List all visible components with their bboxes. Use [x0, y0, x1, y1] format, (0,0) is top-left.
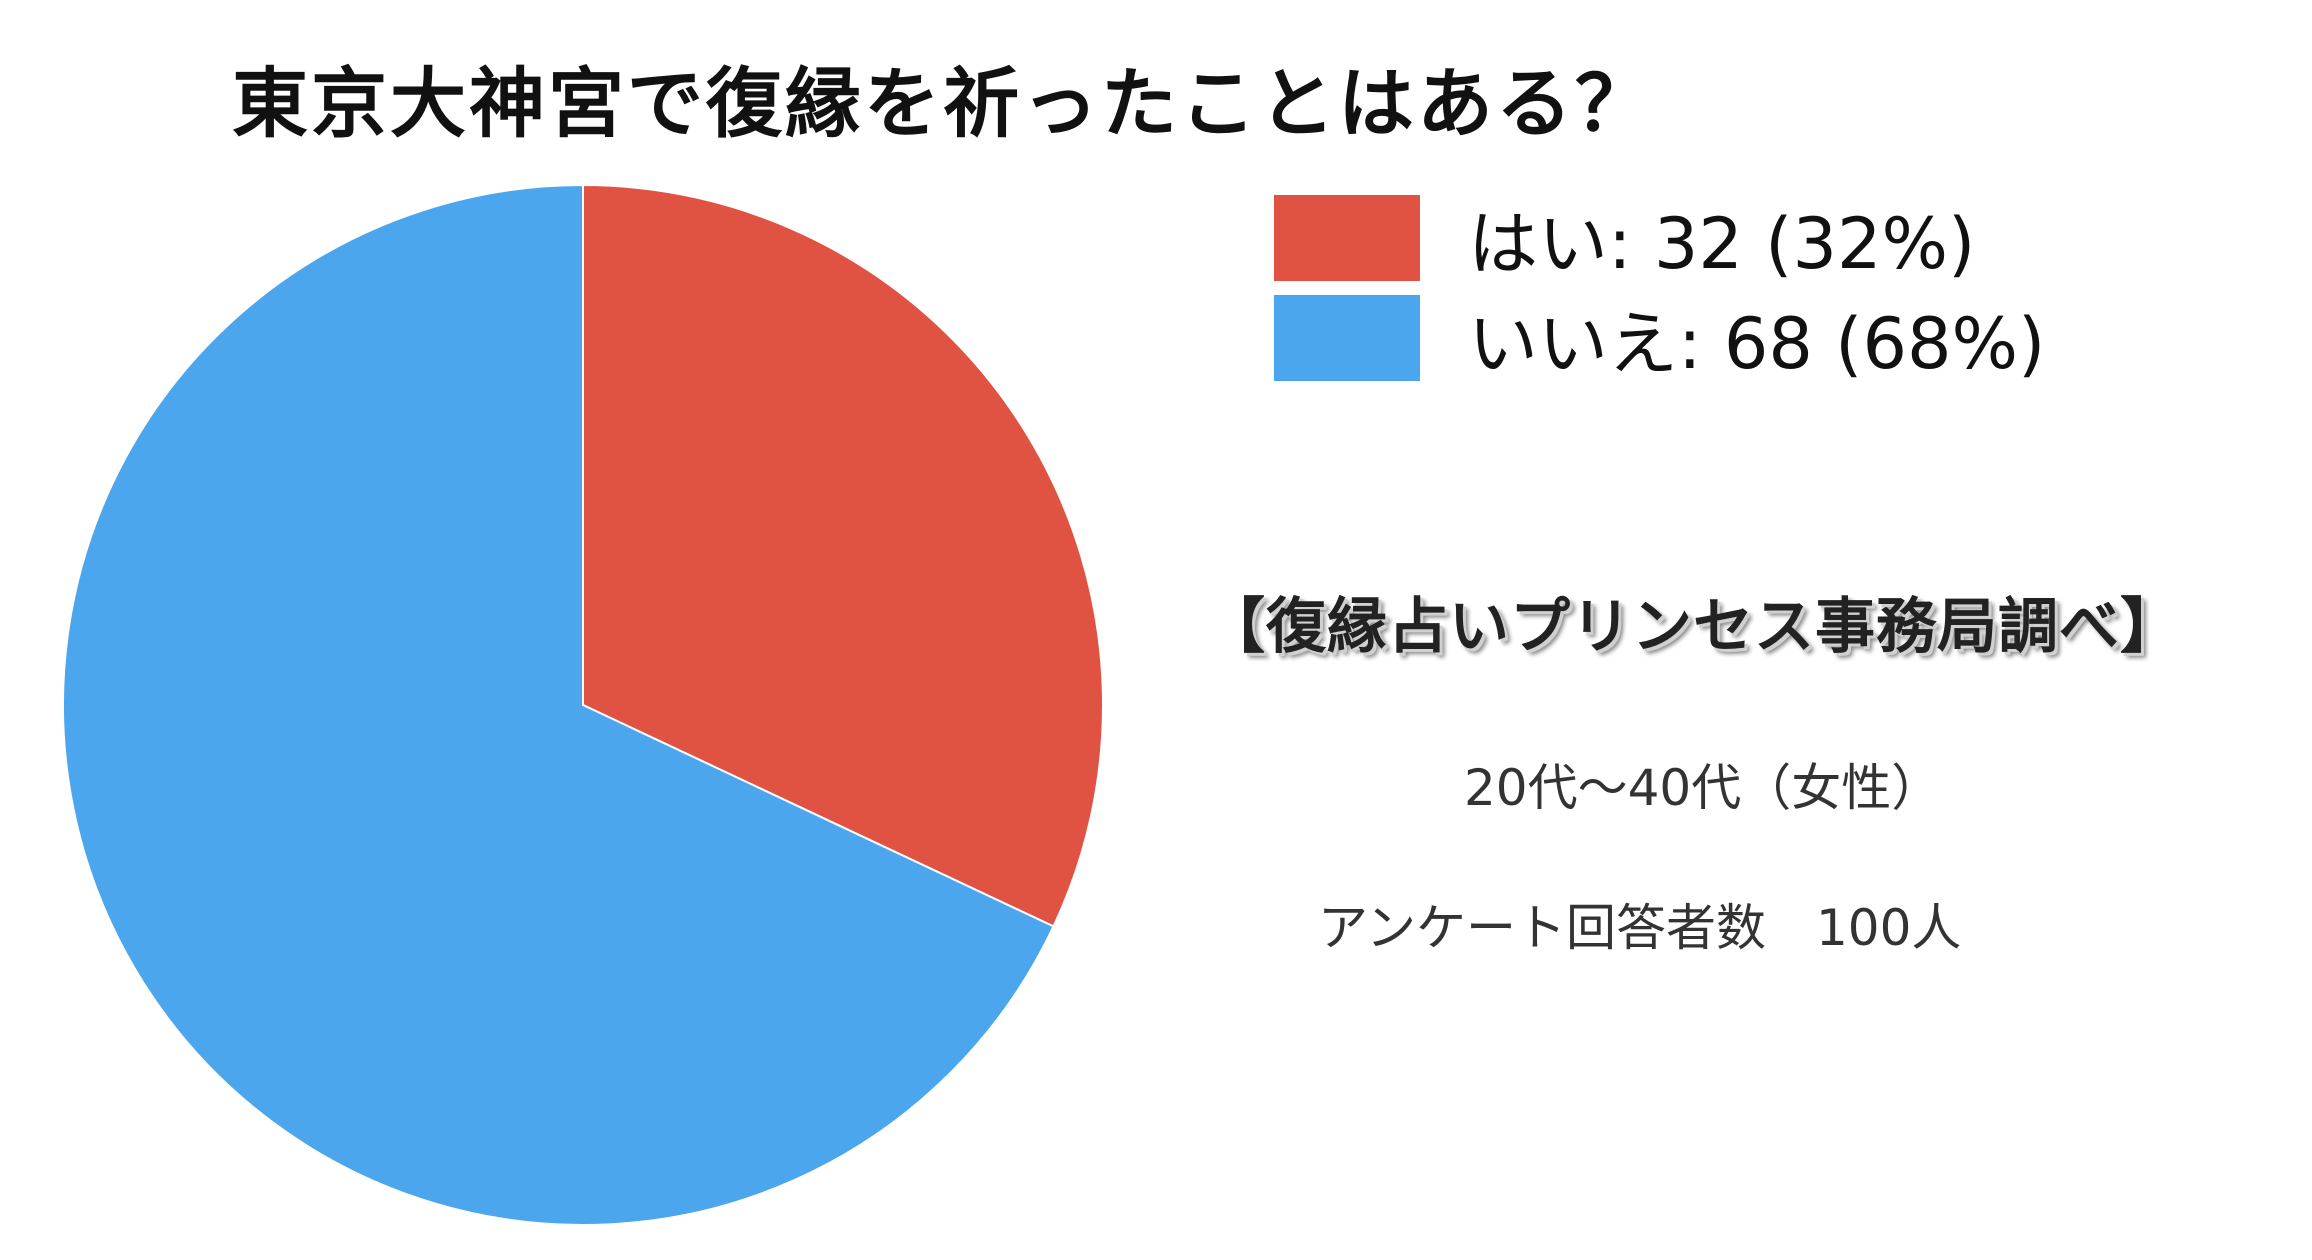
- source-note: 【復縁占いプリンセス事務局調べ】: [1205, 592, 2181, 662]
- legend-item-no: いいえ: 68 (68%): [1274, 292, 2045, 385]
- pie-slice-no: [62, 183, 1055, 1226]
- pie-slices: [62, 183, 1104, 1226]
- legend: はい: 32 (32%) いいえ: 68 (68%): [1274, 192, 2045, 392]
- survey-respondents: アンケート回答者数 100人: [1318, 899, 1962, 957]
- pie-chart: [62, 183, 1104, 1226]
- survey-age-group: 20代〜40代（女性）: [1464, 759, 1942, 817]
- legend-swatch-no: [1274, 295, 1420, 381]
- legend-item-yes: はい: 32 (32%): [1274, 192, 2045, 285]
- legend-label-yes: はい: 32 (32%): [1468, 202, 1976, 285]
- page-title: 東京大神宮で復縁を祈ったことはある？: [232, 59, 1654, 148]
- legend-swatch-yes: [1274, 195, 1420, 281]
- legend-label-no: いいえ: 68 (68%): [1468, 302, 2046, 385]
- pie-slice-yes: [582, 183, 1104, 928]
